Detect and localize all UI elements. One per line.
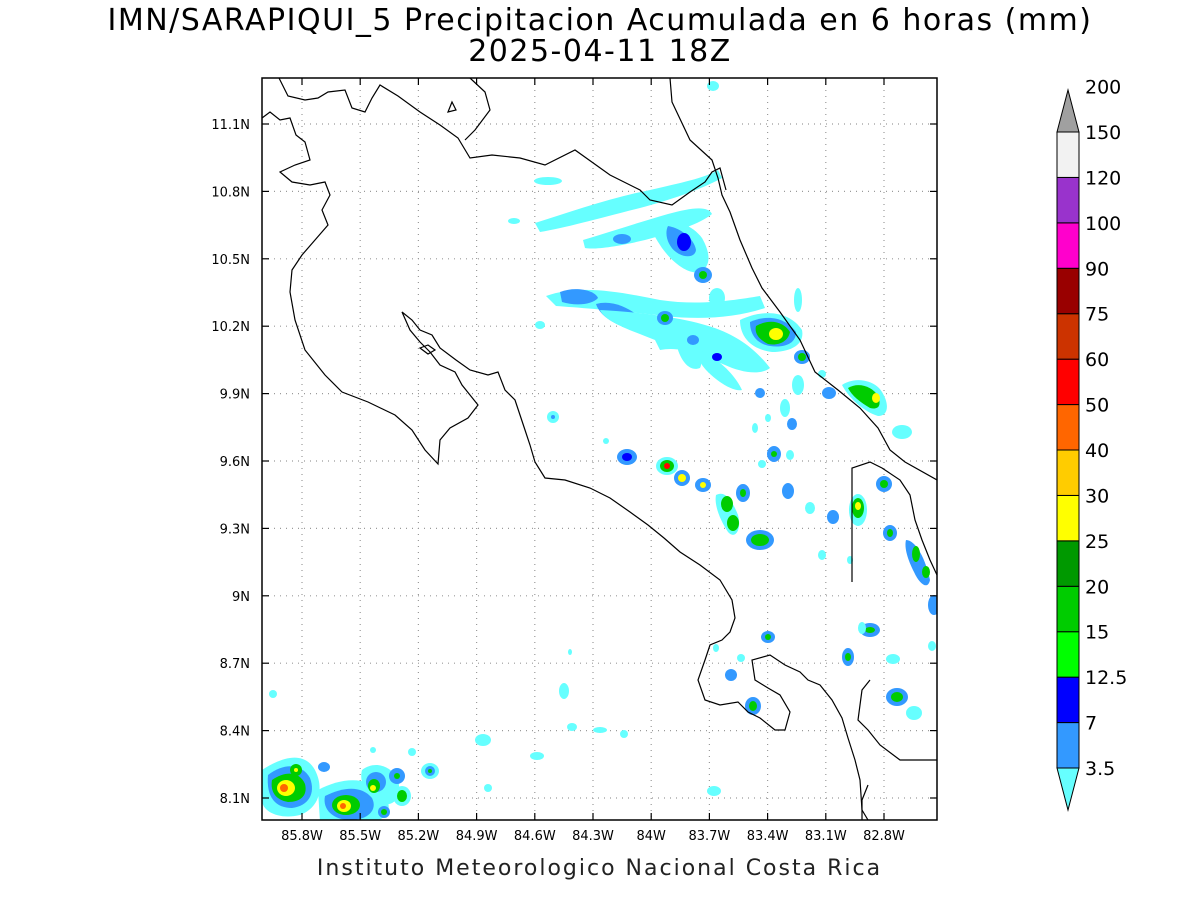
map-title: IMN/SARAPIQUI_5 Precipitacion Acumulada … bbox=[107, 3, 1093, 38]
colorbar-segment bbox=[1056, 540, 1080, 587]
lon-label: 83.4W bbox=[747, 829, 789, 844]
precipitation-field bbox=[262, 81, 937, 820]
colorbar-label: 200 bbox=[1085, 77, 1121, 99]
lon-label: 84.3W bbox=[572, 829, 614, 844]
colorbar-segment bbox=[1056, 176, 1080, 224]
colorbar-label: 7 bbox=[1085, 713, 1097, 735]
colorbar-segment bbox=[1056, 358, 1080, 406]
colorbar-segment bbox=[1056, 267, 1080, 315]
colorbar-label: 40 bbox=[1085, 440, 1109, 462]
lat-label: 11.1N bbox=[211, 118, 250, 133]
lake-nicaragua-shore bbox=[464, 78, 491, 141]
coastlines bbox=[262, 78, 937, 820]
colorbar-label: 25 bbox=[1085, 531, 1109, 553]
colorbar-label: 50 bbox=[1085, 395, 1109, 417]
colorbar-segment bbox=[1056, 494, 1080, 542]
rain-cells-southwest bbox=[262, 747, 439, 820]
graticule bbox=[262, 78, 937, 820]
lat-label: 10.8N bbox=[211, 185, 250, 200]
plot-frame bbox=[261, 77, 938, 821]
lon-label: 85.2W bbox=[397, 829, 439, 844]
lat-label: 10.5N bbox=[211, 253, 250, 268]
map-subtitle: 2025-04-11 18Z bbox=[468, 34, 732, 69]
colorbar-segment bbox=[1056, 449, 1080, 496]
longitude-labels: 85.8W 85.5W 85.2W 84.9W 84.6W 84.3W 84W 83.7W 83… bbox=[281, 829, 905, 844]
axis-ticks bbox=[262, 78, 937, 820]
colorbar-segment bbox=[1056, 131, 1080, 178]
rain-band-central bbox=[535, 288, 810, 395]
lake-island bbox=[447, 100, 457, 113]
footer-credit: Instituto Meteorologico Nacional Costa R… bbox=[316, 856, 883, 881]
colorbar-segment bbox=[1056, 722, 1080, 769]
colorbar-segment bbox=[1056, 313, 1080, 360]
colorbar-label: 120 bbox=[1085, 167, 1121, 189]
colorbar-label: 150 bbox=[1085, 122, 1121, 144]
colorbar-label: 90 bbox=[1085, 258, 1109, 280]
colorbar-segment bbox=[1056, 585, 1080, 633]
colorbar-label: 15 bbox=[1085, 622, 1109, 644]
caribbean-coast bbox=[669, 78, 937, 481]
lon-label: 82.8W bbox=[863, 829, 905, 844]
gulf-nicoya-island bbox=[418, 344, 437, 355]
rain-band-coast bbox=[547, 370, 912, 439]
lon-label: 83.7W bbox=[688, 829, 730, 844]
colorbar-label: 3.5 bbox=[1085, 758, 1115, 780]
panama-border bbox=[851, 461, 937, 582]
colorbar-segment bbox=[1056, 88, 1080, 133]
colorbar-segment bbox=[1056, 767, 1080, 812]
colorbar-label: 30 bbox=[1085, 485, 1109, 507]
rain-band-north bbox=[508, 81, 722, 283]
colorbar-label: 100 bbox=[1085, 213, 1121, 235]
colorbar-label: 20 bbox=[1085, 576, 1109, 598]
colorbar-label: 12.5 bbox=[1085, 667, 1127, 689]
lat-label: 9.3N bbox=[220, 522, 250, 537]
colorbar-segment bbox=[1056, 676, 1080, 724]
lat-label: 9.6N bbox=[220, 455, 250, 470]
chiriqui-coast bbox=[857, 679, 937, 761]
lon-label: 84.9W bbox=[456, 829, 498, 844]
lon-label: 85.5W bbox=[339, 829, 381, 844]
lat-label: 8.4N bbox=[220, 725, 250, 740]
colorbar-label: 60 bbox=[1085, 349, 1109, 371]
lon-label: 85.8W bbox=[281, 829, 323, 844]
lat-label: 8.1N bbox=[220, 792, 250, 807]
colorbar-label: 75 bbox=[1085, 304, 1109, 326]
lat-label: 8.7N bbox=[220, 657, 250, 672]
lon-label: 84.6W bbox=[514, 829, 556, 844]
lat-label: 9.9N bbox=[220, 388, 250, 403]
lon-label: 83.1W bbox=[805, 829, 847, 844]
panama-pacific bbox=[861, 784, 869, 820]
pacific-coast bbox=[262, 111, 869, 820]
nicaragua-costa-rica-border-north bbox=[278, 78, 727, 206]
lat-label: 9N bbox=[232, 590, 250, 605]
lat-label: 10.2N bbox=[211, 320, 250, 335]
lon-label: 84W bbox=[636, 829, 666, 844]
colorbar: 3.5 7 12.5 15 20 25 30 40 50 60 75 90 100 120 150 200 bbox=[1056, 77, 1127, 812]
rain-cells-pacific bbox=[269, 438, 937, 796]
latitude-labels: 11.1N 10.8N 10.5N 10.2N 9.9N 9.6N 9.3N 9N 8.7N 8.… bbox=[211, 118, 250, 807]
colorbar-segment bbox=[1056, 631, 1080, 678]
colorbar-segment bbox=[1056, 404, 1080, 451]
colorbar-segment bbox=[1056, 222, 1080, 269]
